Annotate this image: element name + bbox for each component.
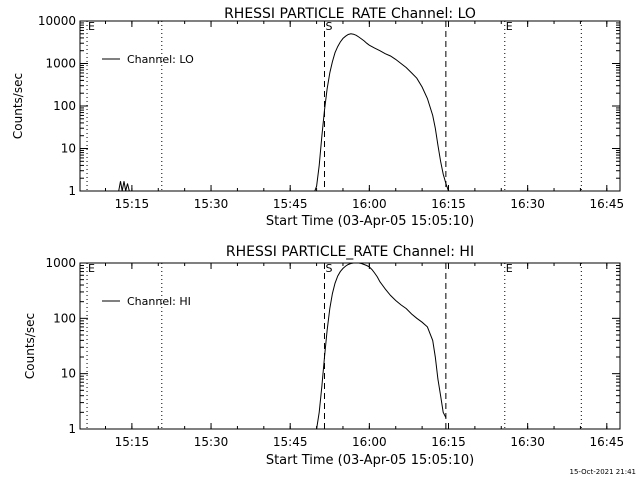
plot-frame <box>79 262 621 430</box>
series-line <box>118 33 452 192</box>
x-tick-label: 15:15 <box>115 197 150 211</box>
chart-title: RHESSI PARTICLE_RATE Channel: LO <box>224 6 476 22</box>
x-tick-label: 15:30 <box>194 197 229 211</box>
y-tick-label: 1 <box>68 422 76 436</box>
x-tick-label: 16:15 <box>431 435 466 449</box>
x-axis-label: Start Time (03-Apr-05 15:05:10) <box>266 214 474 229</box>
marker-label: S <box>325 262 332 275</box>
y-tick-label: 10 <box>61 367 76 381</box>
x-tick-label: 16:45 <box>590 197 625 211</box>
y-tick-label: 1 <box>68 184 76 198</box>
x-tick-label: 15:45 <box>273 435 308 449</box>
marker-label: E <box>88 262 95 275</box>
generation-timestamp: 15-Oct-2021 21:41 <box>570 468 636 476</box>
y-tick-label: 1000 <box>45 57 76 71</box>
x-tick-label: 16:00 <box>352 435 387 449</box>
x-tick-label: 15:45 <box>273 197 308 211</box>
plot-frame <box>79 20 621 192</box>
marker-label: S <box>325 20 332 33</box>
chart-title: RHESSI PARTICLE_RATE Channel: HI <box>226 244 474 260</box>
marker-label: E <box>506 20 513 33</box>
x-tick-label: 16:30 <box>510 435 545 449</box>
y-axis-label: Counts/sec <box>23 313 37 379</box>
x-tick-label: 16:45 <box>590 435 625 449</box>
x-tick-label: 16:30 <box>510 197 545 211</box>
legend-label: Channel: HI <box>127 295 191 308</box>
marker-label: E <box>506 262 513 275</box>
x-tick-label: 15:15 <box>115 435 150 449</box>
y-tick-label: 100 <box>53 99 76 113</box>
y-axis-label: Counts/sec <box>11 73 25 139</box>
y-tick-label: 10000 <box>38 14 76 28</box>
legend-label: Channel: LO <box>127 53 194 66</box>
x-axis-label: Start Time (03-Apr-05 15:05:10) <box>266 453 474 468</box>
chart-panel-2: RHESSI PARTICLE_RATE Channel: HI 15:15 15:… <box>23 244 624 468</box>
x-tick-label: 15:30 <box>194 435 229 449</box>
series-line <box>316 262 447 430</box>
y-tick-label: 1000 <box>45 256 76 270</box>
chart-panel-1: RHESSI PARTICLE_RATE Channel: LO 15:15 15:… <box>11 6 624 229</box>
x-tick-label: 16:00 <box>352 197 387 211</box>
y-tick-label: 10 <box>61 142 76 156</box>
y-tick-label: 100 <box>53 311 76 325</box>
marker-label: E <box>88 20 95 33</box>
x-tick-label: 16:15 <box>431 197 466 211</box>
